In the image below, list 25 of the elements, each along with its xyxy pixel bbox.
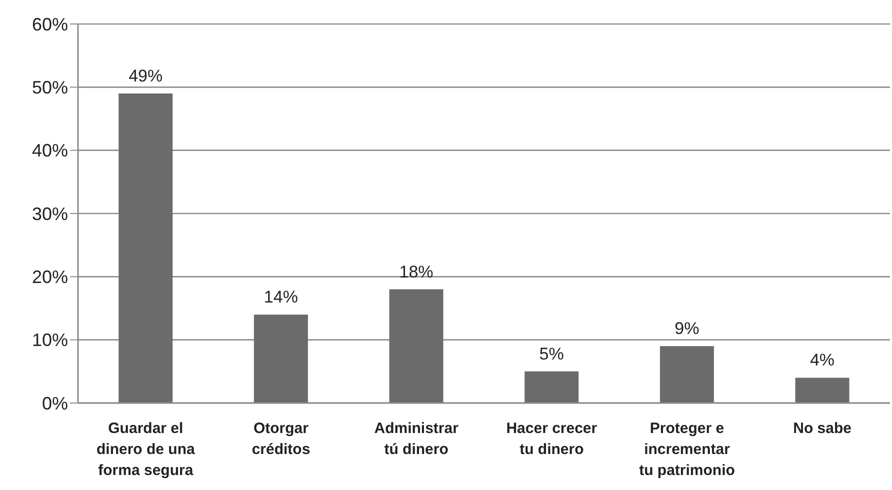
y-tick-label: 30% bbox=[32, 204, 68, 224]
y-tick-label: 60% bbox=[32, 14, 68, 34]
x-tick-label: Otorgar créditos bbox=[252, 420, 310, 458]
data-label: 9% bbox=[674, 319, 700, 338]
bar bbox=[524, 371, 579, 403]
x-tick-label: Guardar el dinero de una forma segura bbox=[96, 420, 196, 479]
y-tick-label: 40% bbox=[32, 140, 68, 161]
y-tick-label: 50% bbox=[32, 78, 68, 98]
x-tick-label: Proteger e incrementar tu patrimonio bbox=[639, 420, 735, 479]
y-tick-label: 0% bbox=[42, 393, 68, 414]
x-tick-label: Hacer crecer tu dinero bbox=[506, 420, 598, 458]
data-label: 49% bbox=[128, 66, 163, 86]
bar bbox=[660, 346, 714, 403]
y-tick-label: 20% bbox=[32, 267, 68, 288]
bar bbox=[795, 378, 850, 403]
x-tick-label: Administrar tú dinero bbox=[374, 420, 459, 458]
bar bbox=[389, 289, 444, 403]
y-tick-label: 10% bbox=[32, 330, 68, 350]
bar bbox=[118, 93, 173, 403]
x-tick-label: No sabe bbox=[793, 420, 852, 437]
data-label: 5% bbox=[539, 344, 564, 364]
bar bbox=[254, 314, 308, 403]
data-label: 14% bbox=[264, 288, 298, 307]
data-label: 4% bbox=[810, 350, 835, 370]
data-label: 18% bbox=[399, 262, 434, 282]
